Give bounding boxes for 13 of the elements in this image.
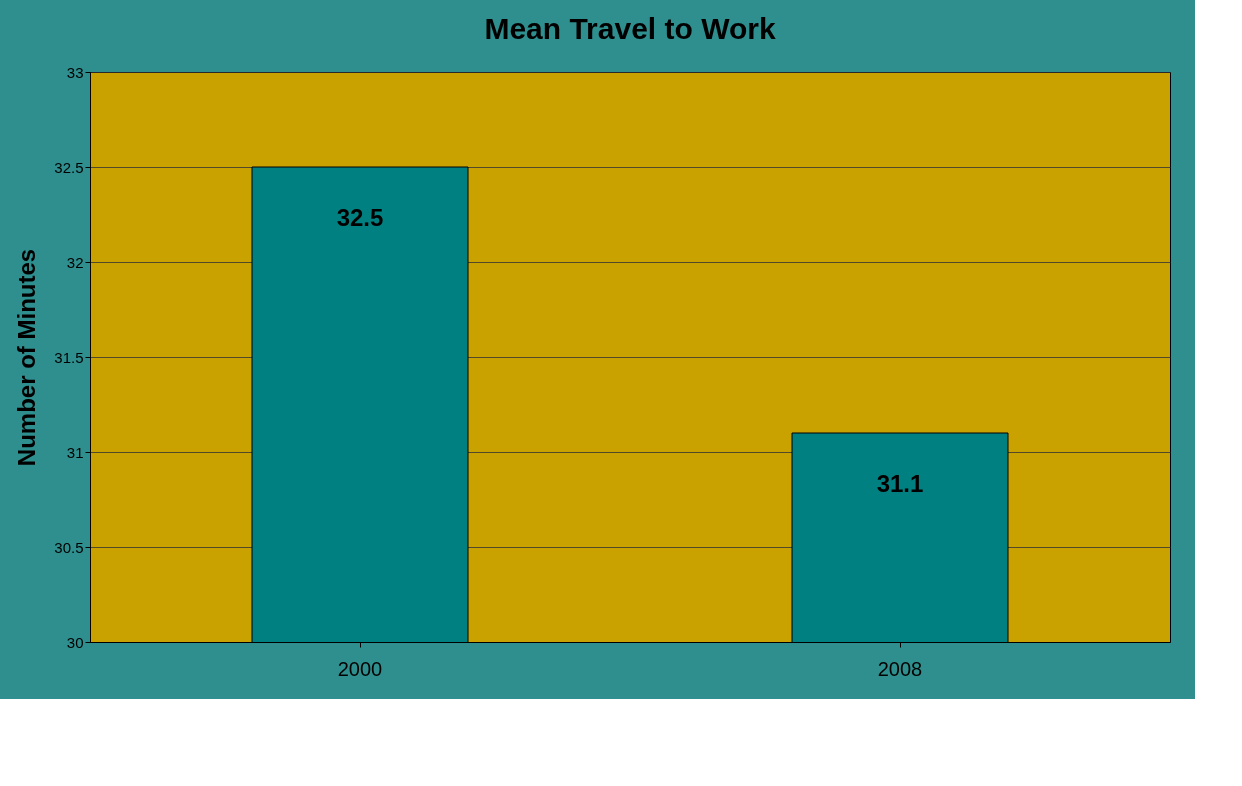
- y-axis-title: Number of Minutes: [13, 248, 41, 467]
- y-tick-label: 31: [66, 443, 84, 461]
- y-tick-label: 30: [66, 633, 84, 651]
- y-tick-label: 32.5: [54, 158, 84, 176]
- y-tick-label: 33: [66, 63, 84, 81]
- chart-title: Mean Travel to Work: [484, 12, 776, 45]
- data-label: 32.5: [336, 204, 384, 231]
- x-tick-label: 2008: [877, 657, 923, 680]
- y-tick-label: 32: [66, 253, 84, 271]
- y-tick-label: 31.5: [54, 348, 84, 366]
- x-tick-label: 2000: [337, 657, 383, 680]
- y-tick-label: 30.5: [54, 538, 84, 556]
- data-label: 31.1: [876, 470, 924, 497]
